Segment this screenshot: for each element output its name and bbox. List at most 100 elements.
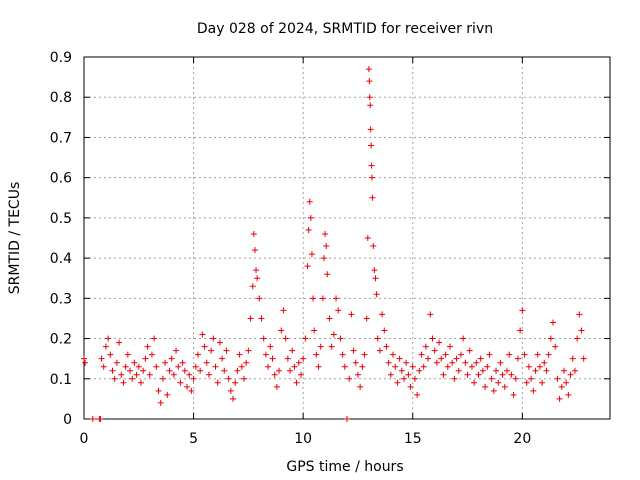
data-point (366, 78, 373, 85)
data-point (567, 371, 574, 378)
data-point (89, 416, 96, 422)
data-point (164, 391, 171, 398)
data-point (97, 416, 104, 422)
x-tick-label: 0 (80, 431, 89, 447)
data-point (364, 235, 371, 241)
data-point (310, 295, 317, 302)
data-point (307, 214, 314, 221)
data-point (499, 371, 506, 378)
data-point (354, 371, 361, 378)
data-point (521, 351, 528, 358)
data-point (249, 283, 256, 290)
data-point (265, 363, 272, 370)
data-point (427, 311, 434, 318)
data-point (153, 363, 160, 370)
data-point (293, 379, 300, 386)
data-point (159, 375, 166, 382)
data-point (560, 367, 567, 374)
data-point (371, 267, 378, 274)
data-point (400, 375, 407, 382)
data-point (506, 351, 513, 358)
data-point (315, 363, 322, 370)
data-points (81, 66, 587, 422)
data-point (253, 267, 260, 274)
data-point (580, 355, 587, 362)
data-point (571, 367, 578, 374)
data-point (122, 363, 129, 370)
data-point (129, 375, 136, 382)
data-point (262, 351, 269, 358)
data-point (376, 347, 383, 354)
data-point (133, 371, 140, 378)
data-point (501, 383, 508, 390)
data-point (282, 335, 289, 342)
data-point (344, 416, 350, 422)
data-point (170, 371, 177, 378)
data-point (451, 375, 458, 382)
data-point (326, 315, 333, 322)
data-point (396, 355, 403, 362)
data-point (166, 367, 173, 374)
data-point (365, 66, 372, 73)
data-point (495, 379, 502, 386)
data-point (322, 230, 329, 237)
data-point (304, 263, 311, 270)
data-point (525, 363, 532, 370)
data-point (508, 371, 515, 378)
data-point (578, 327, 585, 334)
data-point (219, 355, 226, 362)
data-point (305, 226, 312, 233)
data-point (519, 307, 526, 314)
data-point (563, 379, 570, 386)
data-point (144, 343, 151, 350)
data-point (311, 327, 318, 334)
data-point (455, 367, 462, 374)
data-point (514, 355, 521, 362)
data-point (230, 395, 237, 402)
data-point (466, 347, 473, 354)
data-point (457, 351, 464, 358)
data-point (374, 335, 381, 342)
data-point (234, 367, 241, 374)
data-point (151, 335, 158, 342)
data-point (120, 379, 127, 386)
data-point (273, 383, 280, 390)
data-point (225, 375, 232, 382)
data-point (405, 371, 412, 378)
data-point (313, 351, 320, 358)
data-point (460, 335, 467, 342)
data-point (488, 375, 495, 382)
x-tick-label: 5 (189, 431, 198, 447)
y-tick-label: 0.6 (50, 171, 72, 187)
data-point (256, 295, 263, 302)
data-point (482, 383, 489, 390)
data-point (208, 347, 215, 354)
data-point (306, 198, 313, 205)
y-tick-label: 0.8 (50, 90, 72, 106)
data-point (192, 363, 199, 370)
data-point (131, 359, 138, 366)
data-point (442, 351, 449, 358)
data-point (359, 363, 366, 370)
data-point (528, 375, 535, 382)
data-point (137, 379, 144, 386)
data-point (308, 251, 315, 258)
data-point (536, 363, 543, 370)
data-point (291, 363, 298, 370)
data-point (541, 359, 548, 366)
data-point (173, 347, 180, 354)
data-point (532, 367, 539, 374)
data-point (479, 367, 486, 374)
y-tick-label: 0.7 (50, 130, 72, 146)
data-point (81, 355, 87, 362)
data-point (212, 363, 219, 370)
data-point (552, 343, 559, 350)
data-point (302, 335, 309, 342)
data-point (411, 375, 418, 382)
data-point (280, 307, 287, 314)
data-point (333, 295, 340, 302)
data-point (366, 94, 373, 101)
y-tick-label: 0.4 (50, 251, 72, 267)
data-point (390, 351, 397, 358)
data-point (422, 343, 429, 350)
